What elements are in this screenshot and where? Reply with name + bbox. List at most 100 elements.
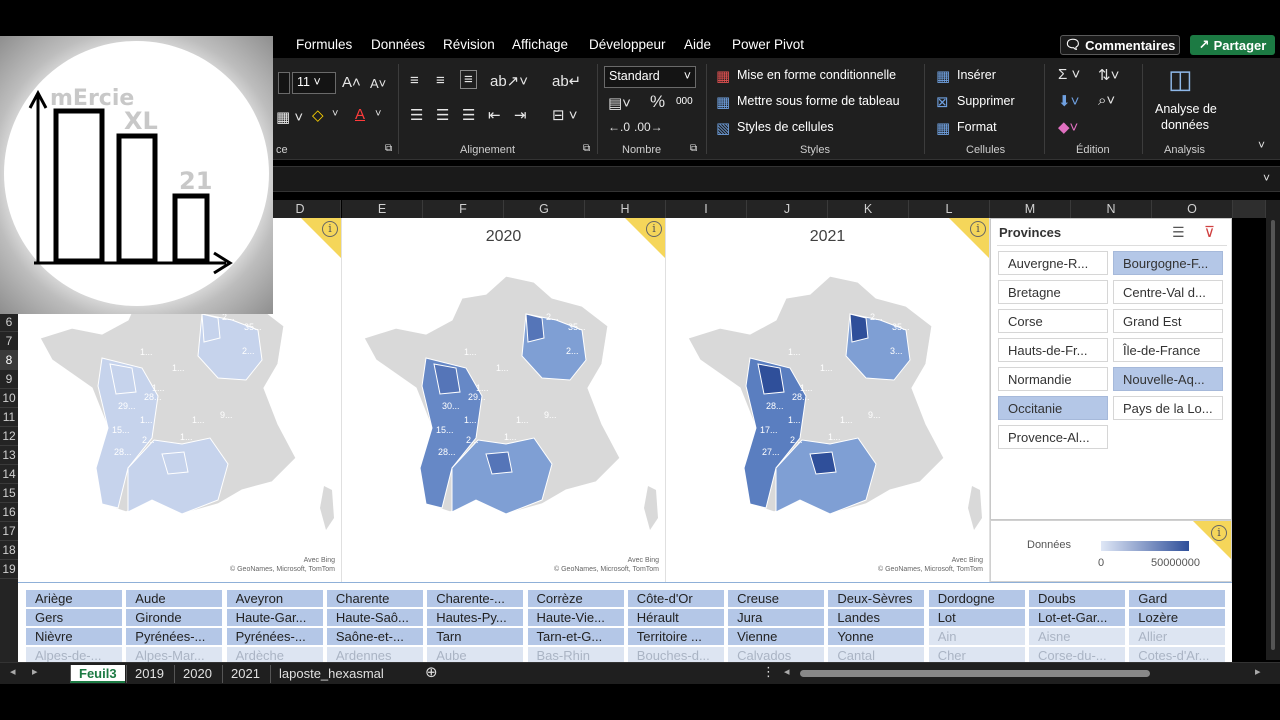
column-header[interactable]: F [423,200,504,218]
department-tile[interactable]: Aisne [1029,628,1125,645]
align-left-icon[interactable]: ☰ [410,107,424,124]
department-tile[interactable]: Cantal [828,647,925,664]
collapse-ribbon-icon[interactable]: ˅ [1258,138,1266,152]
row-header[interactable]: 19 [0,560,18,579]
department-tile[interactable]: Hérault [627,609,724,626]
sheet-tab[interactable]: Feuil3 [70,665,125,683]
department-tile[interactable]: Aveyron [226,590,323,607]
sheet-tab[interactable]: 2020 [174,665,220,683]
police-launcher-icon[interactable]: ⧉ [385,143,393,154]
sheet-tab[interactable]: 2021 [222,665,268,683]
department-tile[interactable]: Corse-du-... [1029,647,1125,664]
horizontal-scroll-thumb[interactable] [800,670,1150,677]
department-tile[interactable]: Lozère [1129,609,1226,626]
fill-color-icon[interactable]: ◇ [312,107,324,124]
row-header[interactable]: 13 [0,446,18,465]
analyze-data-line1[interactable]: Analyse de [1155,102,1217,116]
department-tile[interactable]: Nièvre [26,628,122,645]
font-color-icon[interactable]: A [355,106,366,123]
column-header[interactable]: E [342,200,423,218]
department-tile[interactable]: Gers [26,609,122,626]
row-header[interactable]: 14 [0,465,18,484]
row-header[interactable]: 10 [0,389,18,408]
department-tile[interactable]: Ariège [26,590,122,607]
slicer-item[interactable]: Nouvelle-Aq... [1113,367,1223,391]
slicer-item[interactable]: Occitanie [998,396,1108,420]
column-header[interactable]: N [1071,200,1152,218]
department-tile[interactable]: Côte-d'Or [627,590,724,607]
department-tile[interactable]: Ardèche [226,647,323,664]
alignment-launcher-icon[interactable]: ⧉ [583,143,591,154]
menu-aide[interactable]: Aide [684,37,712,52]
department-tile[interactable]: Pyrénées-... [126,628,223,645]
column-header-selected[interactable] [1233,200,1266,218]
column-header[interactable]: I [666,200,747,218]
department-tile[interactable]: Lot [928,609,1025,626]
add-sheet-icon[interactable]: ⊕ [425,664,438,681]
department-tile[interactable]: Landes [828,609,925,626]
autosum-icon[interactable]: Σ ˅ [1058,66,1081,83]
scroll-right-icon[interactable]: ▸ [1255,666,1261,678]
department-tile[interactable]: Aube [427,647,524,664]
row-header[interactable]: 12 [0,427,18,446]
format-table-button[interactable]: Mettre sous forme de tableau [737,94,900,108]
decrease-indent-icon[interactable]: ⇤ [488,107,501,124]
department-tile[interactable]: Gironde [126,609,223,626]
vertical-scrollbar[interactable] [1266,200,1280,660]
font-color-dropdown-icon[interactable]: ˅ [375,108,382,120]
department-tile[interactable]: Tarn-et-G... [527,628,624,645]
sort-filter-icon[interactable]: ⇅˅ [1098,67,1120,84]
delete-cells-button[interactable]: Supprimer [957,94,1015,108]
next-sheet-icon[interactable]: ▸ [32,666,38,678]
borders-icon[interactable]: ▦ ˅ [276,109,304,126]
info-icon[interactable]: i [1211,525,1227,541]
department-tile[interactable]: Haute-Saô... [326,609,423,626]
align-bottom-icon[interactable]: ≡ [460,70,477,89]
slicer-item[interactable]: Bretagne [998,280,1108,304]
department-tile[interactable]: Deux-Sèvres [828,590,925,607]
column-header[interactable]: M [990,200,1071,218]
multi-select-icon[interactable]: ☰ [1172,224,1185,240]
increase-decimal-icon[interactable]: ←.0 [608,120,631,134]
department-tile[interactable]: Bas-Rhin [527,647,624,664]
slicer-item[interactable]: Grand Est [1113,309,1223,333]
increase-indent-icon[interactable]: ⇥ [514,107,527,124]
department-tile[interactable]: Ardennes [326,647,423,664]
department-tile[interactable]: Charente-... [427,590,524,607]
merge-center-icon[interactable]: ⊟ ˅ [552,107,578,124]
slicer-item[interactable]: Île-de-France [1113,338,1223,362]
slicer-item[interactable]: Hauts-de-Fr... [998,338,1108,362]
menu-formules[interactable]: Formules [296,37,353,52]
column-header[interactable]: G [504,200,585,218]
analyze-data-icon[interactable]: ◫ [1168,64,1193,94]
percent-icon[interactable]: % [650,92,666,111]
department-tile[interactable]: Calvados [728,647,825,664]
align-middle-icon[interactable]: ≡ [436,72,445,89]
scroll-left-icon[interactable]: ◂ [784,666,790,678]
department-tile[interactable]: Aude [126,590,223,607]
slicer-item[interactable]: Pays de la Lo... [1113,396,1223,420]
sheet-tab[interactable]: laposte_hexasmal [270,665,392,683]
info-icon[interactable]: i [322,221,338,237]
font-name-dropdown[interactable] [278,72,290,94]
department-tile[interactable]: Lot-et-Gar... [1029,609,1125,626]
fill-color-dropdown-icon[interactable]: ˅ [332,108,339,120]
row-header[interactable]: 15 [0,484,18,503]
insert-cells-button[interactable]: Insérer [957,68,996,82]
department-tile[interactable]: Alpes-de-... [26,647,122,664]
row-header[interactable]: 7 [0,332,18,351]
wrap-text-icon[interactable]: ab↵ [552,73,582,90]
slicer-item[interactable]: Corse [998,309,1108,333]
align-top-icon[interactable]: ≡ [410,72,419,89]
row-header[interactable]: 8 [0,351,18,370]
department-tile[interactable]: Alpes-Mar... [126,647,223,664]
row-header[interactable]: 16 [0,503,18,522]
department-tile[interactable]: Saône-et-... [326,628,423,645]
department-tile[interactable]: Ain [928,628,1025,645]
department-tile[interactable]: Gard [1129,590,1226,607]
column-header[interactable]: H [585,200,666,218]
row-header[interactable]: 11 [0,408,18,427]
row-header[interactable]: 18 [0,541,18,560]
comments-button[interactable]: 🗨 Commentaires [1060,35,1180,55]
department-tile[interactable]: Cher [928,647,1025,664]
